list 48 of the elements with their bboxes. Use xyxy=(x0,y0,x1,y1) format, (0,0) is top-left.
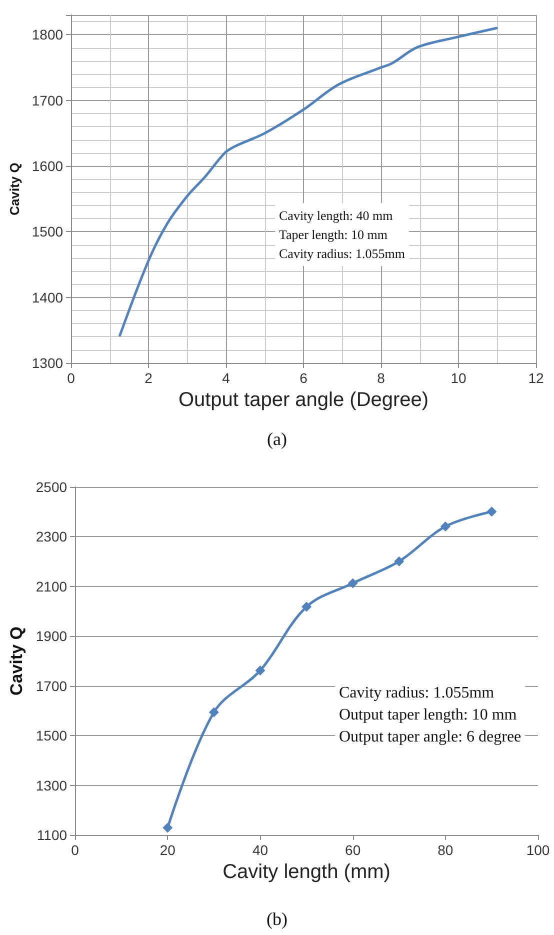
y-tick-label: 1600 xyxy=(32,158,64,174)
y-tick-label: 1500 xyxy=(36,728,68,744)
point xyxy=(440,522,450,532)
y-tick-label: 1300 xyxy=(32,355,64,371)
x-tick-label: 100 xyxy=(526,842,550,858)
point xyxy=(302,602,312,612)
x-tick-label: 12 xyxy=(528,370,544,386)
x-tick-label: 0 xyxy=(71,842,80,858)
annotation: Cavity length: 40 mm xyxy=(279,208,393,223)
y-tick-label: 1300 xyxy=(36,777,68,794)
y-tick-label: 1800 xyxy=(32,26,64,43)
point xyxy=(348,578,358,588)
line-series xyxy=(118,26,498,337)
x-tick-label: 0 xyxy=(67,370,76,386)
point xyxy=(162,822,173,833)
y-tick-label: 1900 xyxy=(36,628,68,644)
y-tick-label: 2100 xyxy=(36,578,68,594)
annotation: Cavity radius: 1.055mm xyxy=(279,246,406,261)
x-tick-label: 80 xyxy=(438,842,454,858)
point xyxy=(208,707,219,718)
x-tick-label: 8 xyxy=(377,370,386,386)
point xyxy=(394,556,404,566)
text: (b) xyxy=(266,909,288,929)
annotation: Taper length: 10 mm xyxy=(279,227,388,242)
y-tick-label: 2500 xyxy=(36,479,68,495)
y-axis-title: Cavity Q xyxy=(7,162,22,216)
text: (a) xyxy=(267,429,287,449)
y-axis-title: Cavity Q xyxy=(7,626,26,696)
x-tick-label: 40 xyxy=(252,842,268,858)
annotation: Output taper angle: 6 degree xyxy=(339,728,522,746)
x-axis-title: Output taper angle (Degree) xyxy=(178,388,429,411)
y-tick-label: 1400 xyxy=(32,289,64,306)
point xyxy=(255,665,266,676)
y-tick-label: 1700 xyxy=(32,92,64,108)
y-tick-label: 2300 xyxy=(36,528,68,545)
annotation: Cavity radius: 1.055mm xyxy=(339,684,495,702)
x-axis-title: Cavity length (mm) xyxy=(222,860,390,883)
y-tick-label: 1500 xyxy=(32,224,64,240)
y-tick-label: 1100 xyxy=(36,827,68,843)
x-tick-label: 20 xyxy=(160,842,176,858)
x-tick-label: 6 xyxy=(300,370,308,386)
x-tick-label: 10 xyxy=(450,370,467,386)
x-tick-label: 4 xyxy=(222,370,230,386)
y-tick-label: 1700 xyxy=(36,678,68,694)
point xyxy=(486,506,497,517)
x-tick-label: 60 xyxy=(345,842,361,858)
annotation: Output taper length: 10 mm xyxy=(339,706,518,724)
x-tick-label: 2 xyxy=(144,370,153,386)
